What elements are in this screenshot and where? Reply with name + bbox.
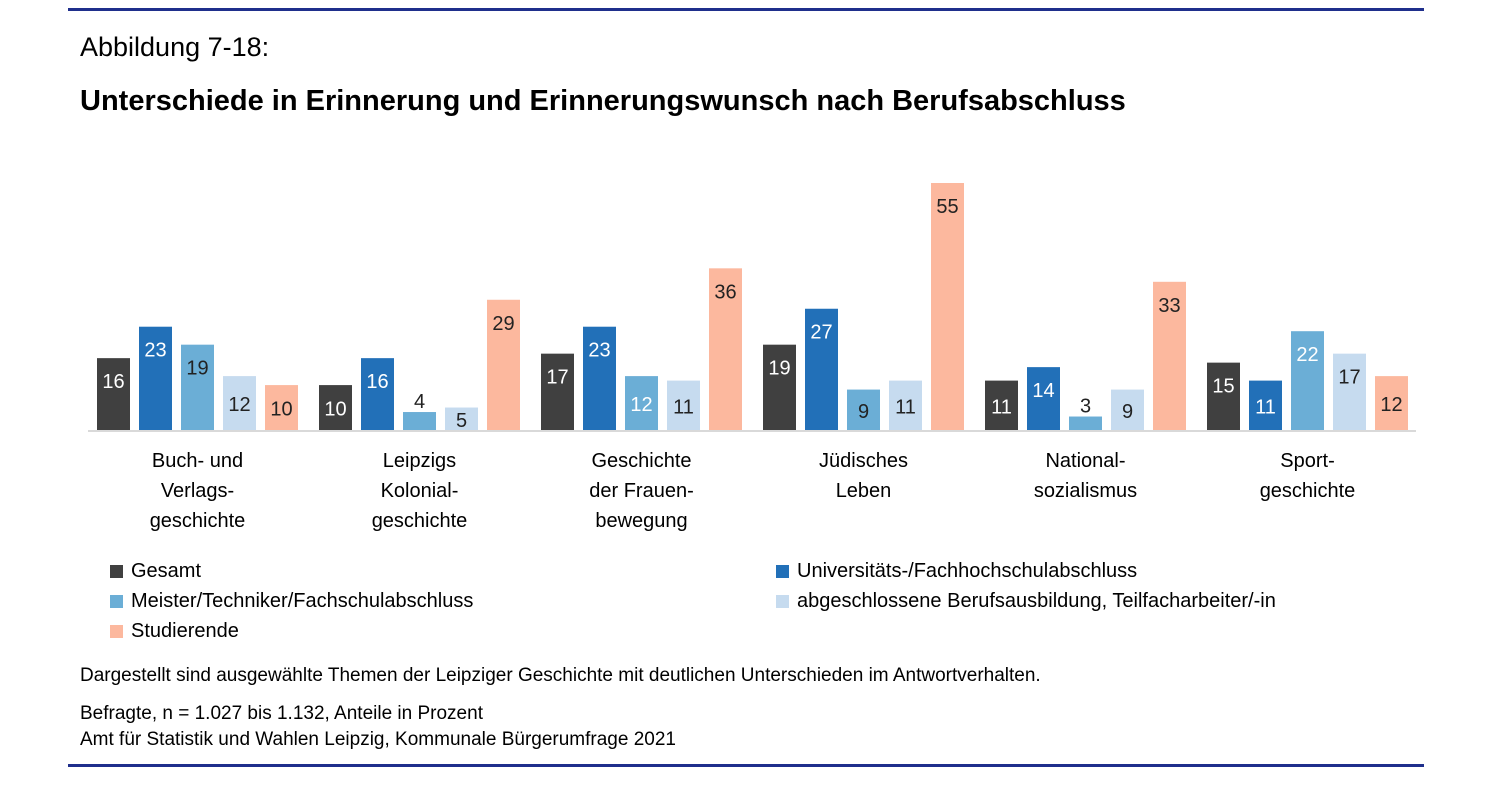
data-label: 10 xyxy=(324,399,346,421)
data-label: 9 xyxy=(858,401,869,423)
data-label: 11 xyxy=(673,396,694,418)
category-label: geschichte xyxy=(1260,480,1356,502)
data-label: 12 xyxy=(630,394,652,416)
bar-chart: 16 23 19 12 10 Buch- und Verlags-geschichte 10 1… xyxy=(88,183,1416,532)
legend-item: Gesamt xyxy=(110,560,201,583)
data-label: 14 xyxy=(1032,380,1054,402)
legend-label: Meister/Techniker/Fachschulabschluss xyxy=(131,590,474,612)
legend-item: Meister/Techniker/Fachschulabschluss xyxy=(110,590,473,613)
legend-item: Studierende xyxy=(110,620,239,643)
data-label: 33 xyxy=(1158,295,1180,317)
data-label: 12 xyxy=(1380,394,1402,416)
bar xyxy=(847,389,880,430)
legend-label: Studierende xyxy=(131,620,239,642)
bar xyxy=(1333,353,1366,430)
bar xyxy=(139,326,172,430)
bar xyxy=(319,385,352,430)
top-rule xyxy=(68,8,1424,11)
data-label: 17 xyxy=(1338,367,1360,389)
data-label: 9 xyxy=(1122,401,1133,423)
category-label: der Frauen- xyxy=(589,480,694,502)
bar xyxy=(1069,416,1102,430)
category-label: Sport- xyxy=(1280,450,1334,472)
category-label: Verlags- xyxy=(161,480,234,502)
data-label: 11 xyxy=(1255,396,1276,418)
category-label: Geschichte xyxy=(591,450,691,472)
bar xyxy=(445,407,478,430)
category-label: geschichte xyxy=(372,510,468,532)
bar xyxy=(763,344,796,430)
bar xyxy=(583,326,616,430)
bar xyxy=(97,358,130,430)
data-label: 5 xyxy=(456,410,467,432)
bar xyxy=(1375,376,1408,430)
bar xyxy=(805,308,838,430)
bar xyxy=(181,344,214,430)
bar xyxy=(625,376,658,430)
data-label: 4 xyxy=(414,391,425,413)
legend-item: abgeschlossene Berufsausbildung, Teilfac… xyxy=(776,590,1276,613)
legend-label: Gesamt xyxy=(131,560,202,582)
category-label: National- xyxy=(1045,450,1125,472)
legend-swatch xyxy=(110,595,123,608)
data-label: 23 xyxy=(144,340,166,362)
note-sample: Befragte, n = 1.027 bis 1.132, Anteile i… xyxy=(80,703,483,724)
data-label: 23 xyxy=(588,340,610,362)
data-label: 10 xyxy=(270,399,292,421)
figure-label: Abbildung 7-18: xyxy=(80,32,270,62)
data-label: 3 xyxy=(1080,396,1091,418)
bar xyxy=(403,412,436,430)
bar xyxy=(709,268,742,430)
data-label: 11 xyxy=(895,396,916,418)
bar xyxy=(1111,389,1144,430)
bar xyxy=(361,358,394,430)
bar xyxy=(1153,281,1186,430)
category-label: Kolonial- xyxy=(381,480,459,502)
data-label: 19 xyxy=(768,358,790,380)
data-label: 55 xyxy=(936,196,958,218)
bar xyxy=(667,380,700,430)
bar xyxy=(1291,331,1324,430)
data-label: 16 xyxy=(102,371,124,393)
bar xyxy=(1027,367,1060,430)
data-label: 27 xyxy=(810,322,832,344)
category-label: sozialismus xyxy=(1034,480,1137,502)
data-label: 19 xyxy=(186,358,208,380)
legend-swatch xyxy=(776,595,789,608)
chart-title: Unterschiede in Erinnerung und Erinnerun… xyxy=(80,85,1126,117)
category-label: geschichte xyxy=(150,510,246,532)
data-label: 29 xyxy=(492,313,514,335)
category-label: Leipzigs xyxy=(383,450,456,472)
category-label: Buch- und xyxy=(152,450,243,472)
data-label: 22 xyxy=(1296,344,1318,366)
data-label: 17 xyxy=(546,367,568,389)
bar xyxy=(223,376,256,430)
category-label: Leben xyxy=(836,480,892,502)
category-label: Jüdisches xyxy=(819,450,908,472)
bar xyxy=(541,353,574,430)
legend-label: abgeschlossene Berufsausbildung, Teilfac… xyxy=(797,590,1276,612)
data-label: 16 xyxy=(366,371,388,393)
bar xyxy=(1249,380,1282,430)
legend-swatch xyxy=(776,565,789,578)
category-label: bewegung xyxy=(595,510,687,532)
data-label: 12 xyxy=(228,394,250,416)
note-description: Dargestellt sind ausgewählte Themen der … xyxy=(80,665,1041,686)
bar xyxy=(1207,362,1240,430)
bar xyxy=(931,183,964,430)
legend-label: Universitäts-/Fachhochschulabschluss xyxy=(797,560,1138,582)
data-label: 11 xyxy=(991,396,1012,418)
note-source: Amt für Statistik und Wahlen Leipzig, Ko… xyxy=(80,729,676,750)
data-label: 15 xyxy=(1212,376,1234,398)
bar xyxy=(985,380,1018,430)
bar xyxy=(265,385,298,430)
bar xyxy=(889,380,922,430)
data-label: 36 xyxy=(714,281,736,303)
bottom-rule xyxy=(68,764,1424,767)
legend-item: Universitäts-/Fachhochschulabschluss xyxy=(776,560,1137,583)
legend-swatch xyxy=(110,565,123,578)
bar xyxy=(487,299,520,430)
legend-swatch xyxy=(110,625,123,638)
